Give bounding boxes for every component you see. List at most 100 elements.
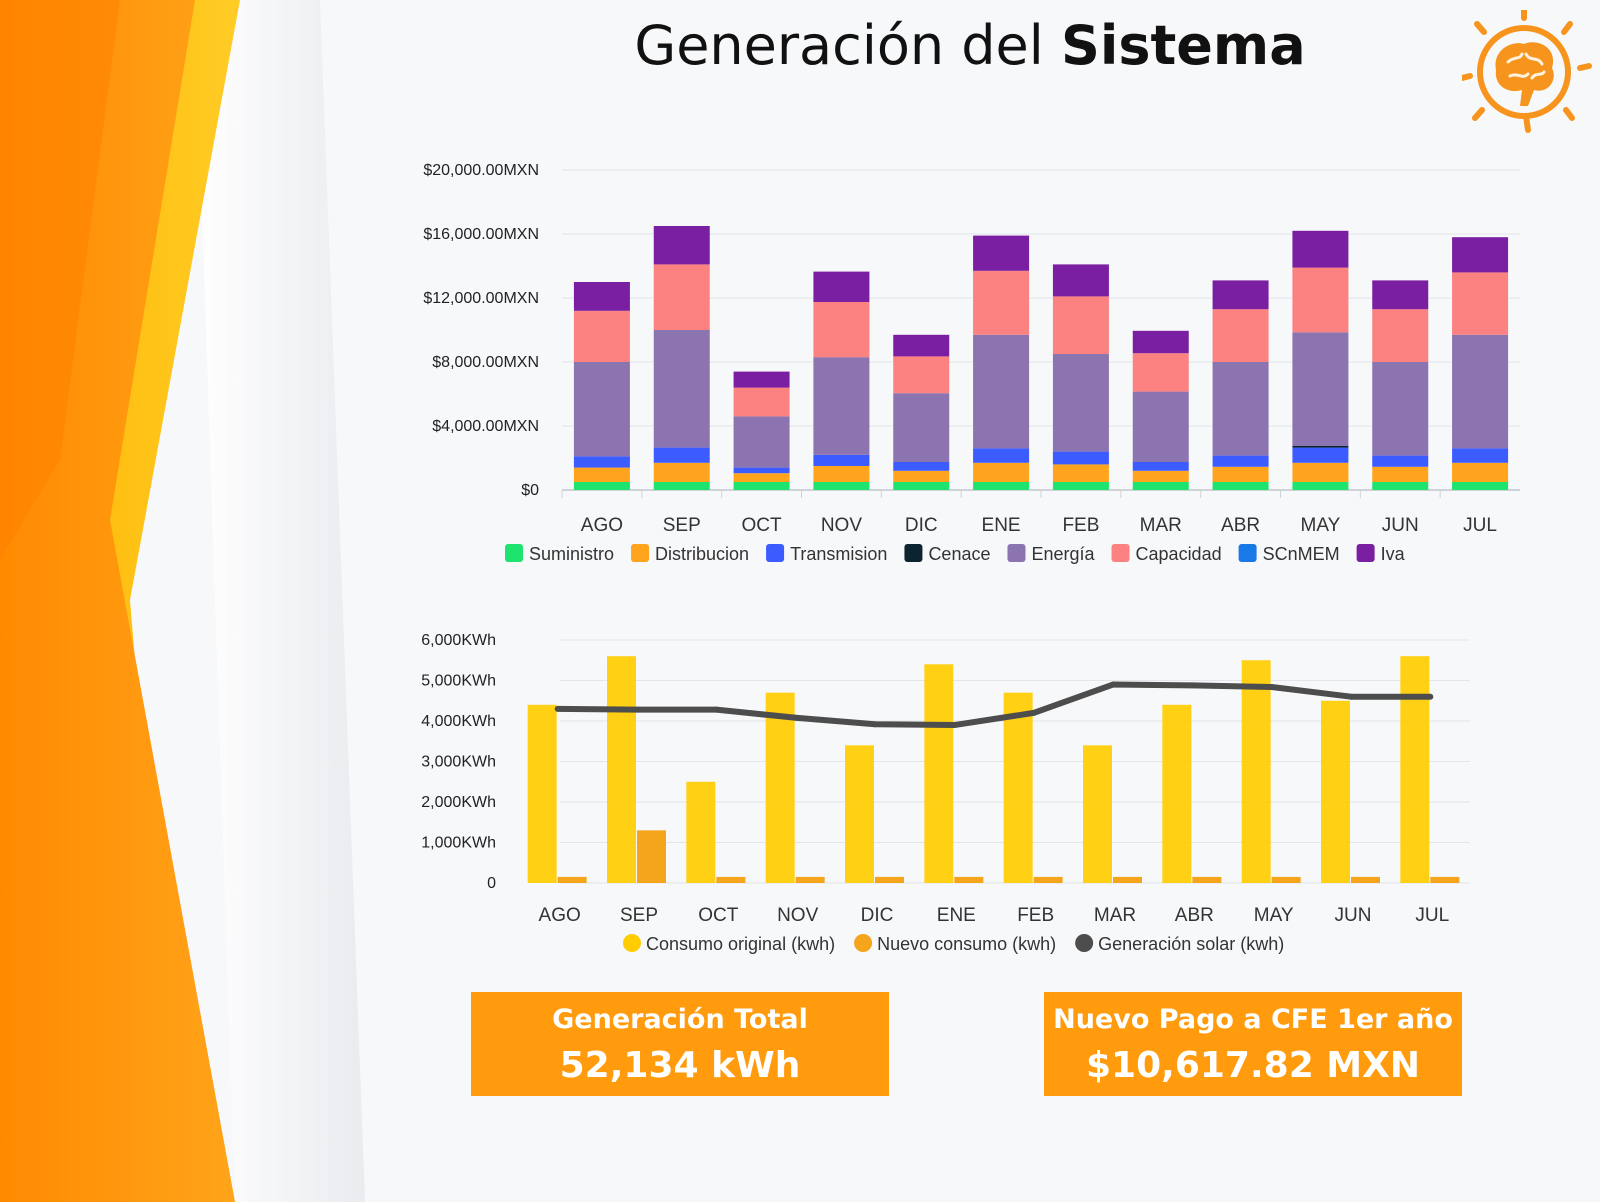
x-tick-label: JUL bbox=[1463, 515, 1497, 536]
bar-segment-energia bbox=[1452, 334, 1509, 449]
bar-segment-energia bbox=[1212, 362, 1269, 456]
bar-segment-energia bbox=[973, 334, 1030, 449]
bar-segment-transmision bbox=[1132, 462, 1189, 471]
bar-segment-suministro bbox=[1452, 482, 1509, 490]
x-tick-label: SEP bbox=[663, 515, 701, 536]
bar-segment-distribucion bbox=[813, 466, 870, 482]
bar-segment-distribucion bbox=[893, 470, 950, 482]
bar-segment-suministro bbox=[893, 482, 950, 490]
bar-segment-capacidad bbox=[733, 387, 790, 417]
bar-segment-energia bbox=[1132, 391, 1189, 462]
bar-segment-distribucion bbox=[973, 462, 1030, 482]
bar-segment-energia bbox=[1052, 354, 1109, 452]
x-tick-label: FEB bbox=[1062, 515, 1099, 536]
bar-segment-suministro bbox=[1292, 482, 1349, 490]
y-tick-label: $12,000.00MXN bbox=[423, 290, 539, 307]
legend-label-distribucion: Distribucion bbox=[655, 544, 749, 564]
legend-label-capacidad: Capacidad bbox=[1136, 544, 1222, 564]
bar-segment-iva bbox=[893, 334, 950, 357]
bar-segment-capacidad bbox=[653, 264, 710, 330]
title-light: Generación del bbox=[634, 14, 1044, 77]
legend-swatch-cenace bbox=[904, 544, 923, 562]
legend-swatch-iva bbox=[1356, 544, 1375, 562]
bar-segment-energia bbox=[1292, 332, 1349, 446]
legend-swatch-distribucion bbox=[631, 544, 650, 562]
orange-shade bbox=[0, 0, 120, 560]
x-tick-label: ABR bbox=[1221, 515, 1260, 536]
x-tick-label: DIC bbox=[905, 515, 938, 536]
bar-segment-suministro bbox=[573, 482, 630, 490]
bar-segment-capacidad bbox=[1052, 296, 1109, 354]
bar-segment-energia bbox=[653, 330, 710, 448]
title-bold: Sistema bbox=[1060, 14, 1306, 77]
bar-segment-distribucion bbox=[733, 473, 790, 482]
bar-segment-energia bbox=[573, 362, 630, 457]
legend-swatch-energia bbox=[1007, 544, 1026, 562]
new-payment-value: $10,617.82 MXN bbox=[1086, 1045, 1420, 1086]
bar-segment-cenace bbox=[1292, 446, 1349, 448]
y-tick-label: $16,000.00MXN bbox=[423, 226, 539, 243]
page-title: Generación del Sistema bbox=[560, 14, 1380, 77]
bar-segment-suministro bbox=[1212, 482, 1269, 490]
legend-label-cenace: Cenace bbox=[928, 544, 990, 564]
legend-label-transmision: Transmision bbox=[790, 544, 887, 564]
x-tick-label: OCT bbox=[742, 515, 783, 536]
legend-label-scnmem: SCnMEM bbox=[1263, 544, 1340, 564]
bar-segment-capacidad bbox=[1452, 272, 1509, 335]
bar-segment-distribucion bbox=[1132, 470, 1189, 482]
y-tick-label: $20,000.00MXN bbox=[423, 162, 539, 179]
generation-total-value: 52,134 kWh bbox=[559, 1045, 801, 1086]
bar-segment-distribucion bbox=[1372, 466, 1429, 482]
new-payment-label: Nuevo Pago a CFE 1er año bbox=[1053, 1004, 1453, 1035]
legend-label-suministro: Suministro bbox=[529, 544, 614, 564]
y-tick-label: $8,000.00MXN bbox=[432, 354, 539, 371]
generation-total-box: Generación Total 52,134 kWh bbox=[471, 992, 889, 1096]
bar-segment-transmision bbox=[813, 454, 870, 466]
legend-label-energia: Energía bbox=[1031, 544, 1095, 564]
brain-lightbulb-icon bbox=[1462, 10, 1592, 133]
bar-segment-iva bbox=[1212, 280, 1269, 310]
bar-segment-suministro bbox=[1372, 482, 1429, 490]
bar-segment-iva bbox=[653, 226, 710, 265]
bar-segment-iva bbox=[813, 271, 870, 302]
bar-segment-transmision bbox=[893, 462, 950, 471]
new-payment-box: Nuevo Pago a CFE 1er año $10,617.82 MXN bbox=[1044, 992, 1462, 1096]
bar-segment-suministro bbox=[973, 482, 1030, 490]
bar-segment-energia bbox=[813, 357, 870, 455]
bar-segment-capacidad bbox=[1292, 267, 1349, 333]
bar-segment-capacidad bbox=[813, 302, 870, 358]
bar-segment-energia bbox=[733, 416, 790, 468]
bar-segment-suministro bbox=[813, 482, 870, 490]
bar-segment-energia bbox=[1372, 362, 1429, 456]
legend-swatch-scnmem bbox=[1238, 544, 1257, 562]
y-tick-label: $0 bbox=[521, 482, 539, 499]
bar-segment-suministro bbox=[1052, 482, 1109, 490]
bar-segment-iva bbox=[1452, 237, 1509, 273]
bar-segment-iva bbox=[1372, 280, 1429, 310]
bar-segment-iva bbox=[973, 235, 1030, 271]
bar-segment-capacidad bbox=[1132, 353, 1189, 392]
bar-segment-transmision bbox=[653, 447, 710, 463]
bar-segment-capacidad bbox=[893, 356, 950, 394]
x-tick-label: MAR bbox=[1140, 515, 1182, 536]
y-tick-label: $4,000.00MXN bbox=[432, 418, 539, 435]
bar-segment-distribucion bbox=[1292, 462, 1349, 482]
bar-segment-transmision bbox=[733, 467, 790, 474]
legend-swatch-capacidad bbox=[1111, 544, 1130, 562]
x-tick-label: JUN bbox=[1382, 515, 1419, 536]
x-tick-label: ENE bbox=[982, 515, 1021, 536]
bar-segment-transmision bbox=[1452, 448, 1509, 463]
generation-total-label: Generación Total bbox=[552, 1004, 808, 1035]
bar-segment-suministro bbox=[733, 482, 790, 490]
bar-segment-transmision bbox=[1292, 447, 1349, 463]
bar-segment-transmision bbox=[1212, 455, 1269, 467]
x-tick-label: MAY bbox=[1301, 515, 1341, 536]
x-tick-label: AGO bbox=[581, 515, 623, 536]
bar-segment-iva bbox=[1132, 330, 1189, 354]
bar-segment-distribucion bbox=[653, 462, 710, 482]
bar-segment-iva bbox=[733, 371, 790, 388]
bar-segment-distribucion bbox=[1212, 466, 1269, 482]
bar-segment-transmision bbox=[973, 448, 1030, 463]
bar-segment-suministro bbox=[653, 482, 710, 490]
